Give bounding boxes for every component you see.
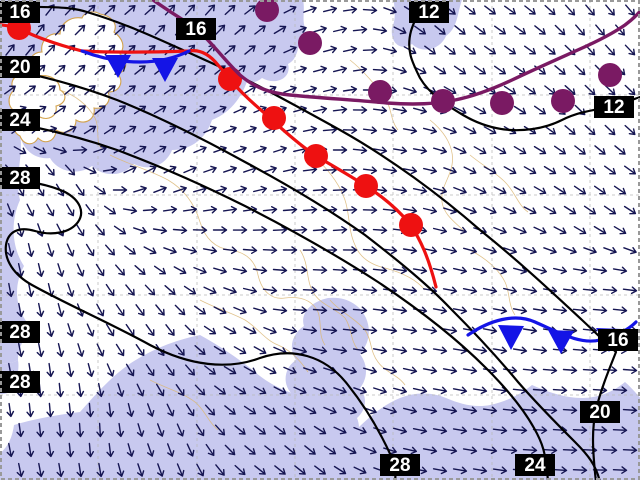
svg-text:28: 28 [9, 372, 30, 393]
svg-text:20: 20 [589, 402, 610, 423]
svg-text:28: 28 [9, 322, 30, 343]
svg-text:24: 24 [9, 110, 31, 131]
svg-text:28: 28 [9, 168, 30, 189]
svg-text:20: 20 [9, 57, 30, 78]
svg-text:24: 24 [524, 455, 546, 476]
svg-text:16: 16 [9, 2, 30, 23]
svg-text:16: 16 [185, 19, 206, 40]
svg-text:28: 28 [389, 455, 410, 476]
svg-text:12: 12 [418, 2, 439, 23]
svg-text:16: 16 [607, 330, 628, 351]
svg-text:12: 12 [603, 97, 624, 118]
